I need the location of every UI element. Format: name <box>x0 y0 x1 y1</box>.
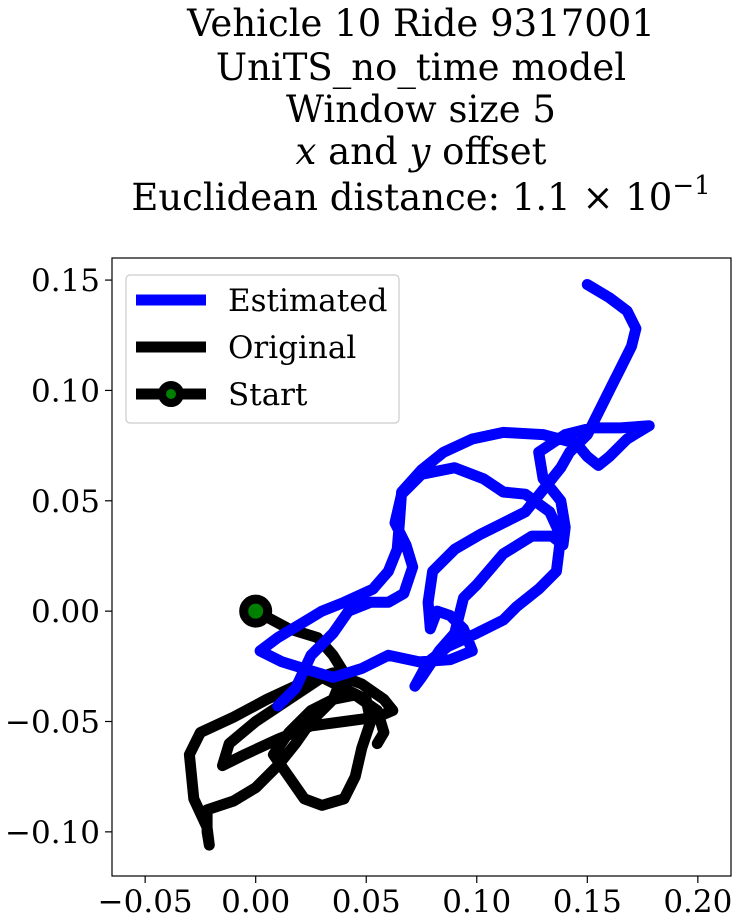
x-tick-label: 0.10 <box>442 884 511 920</box>
series-line-estimated <box>254 279 655 712</box>
legend-start-marker <box>158 381 184 407</box>
legend-label-estimated: Estimated <box>228 283 387 319</box>
title-line-3: Window size 5 <box>286 88 556 131</box>
x-tick-label: 0.15 <box>553 884 622 920</box>
x-tick-label: 0.05 <box>332 884 401 920</box>
x-tick-label: 0.20 <box>663 884 732 920</box>
legend-label-start: Start <box>228 377 308 413</box>
title-line-1: Vehicle 10 Ride 9317001 <box>186 2 655 45</box>
y-tick-label: 0.15 <box>31 263 100 299</box>
start-marker <box>239 594 273 628</box>
axis-ticks: −0.05 0.00 0.05 0.10 0.15 0.20 −0.10 −0.05 0.00 0… <box>5 263 732 920</box>
series-group <box>183 279 655 851</box>
legend-box <box>125 274 400 424</box>
y-tick-label: 0.05 <box>31 484 100 520</box>
y-tick-label: −0.05 <box>5 705 100 741</box>
y-tick-label: 0.10 <box>31 373 100 409</box>
legend: Estimated Original Start <box>125 274 400 424</box>
title-line-4: x and y offset <box>296 130 547 173</box>
legend-label-original: Original <box>228 330 356 366</box>
title-line-2: UniTS_no_time model <box>216 46 626 90</box>
x-tick-label: −0.05 <box>98 884 193 920</box>
y-tick-label: 0.00 <box>31 594 100 630</box>
series-line-original <box>183 605 399 851</box>
plot-frame <box>111 257 732 877</box>
x-tick-label: 0.00 <box>221 884 290 920</box>
y-tick-label: −0.10 <box>5 815 100 851</box>
title-line-5: Euclidean distance: 1.1 × 10−1 <box>131 171 710 219</box>
